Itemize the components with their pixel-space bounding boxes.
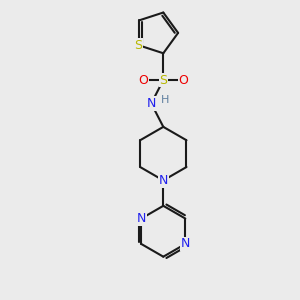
Text: O: O: [178, 74, 188, 86]
Text: N: N: [181, 238, 190, 250]
Text: S: S: [159, 74, 167, 86]
Text: N: N: [136, 212, 146, 225]
Text: N: N: [147, 97, 156, 110]
Text: O: O: [138, 74, 148, 86]
Text: S: S: [134, 39, 142, 52]
Text: N: N: [159, 174, 168, 187]
Text: H: H: [160, 95, 169, 105]
